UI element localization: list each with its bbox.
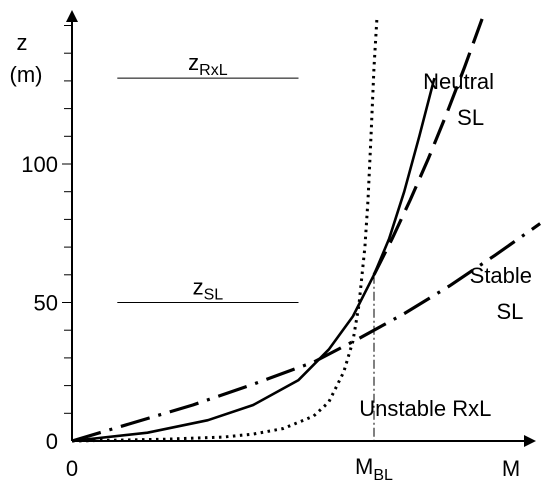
y-ticks bbox=[62, 25, 72, 414]
y-tick-label: 100 bbox=[21, 152, 58, 177]
y-tick-labels: 0 50 100 bbox=[21, 152, 58, 454]
ref-line-label: zRxL bbox=[188, 50, 228, 79]
annotation: Neutral bbox=[423, 69, 494, 94]
y-axis-unit: (m) bbox=[10, 62, 43, 87]
annotation: Unstable RxL bbox=[359, 396, 491, 421]
ref-label-sub: RxL bbox=[199, 62, 228, 79]
series-line-long-dash bbox=[372, 16, 485, 276]
x-marker-main: M bbox=[355, 454, 373, 479]
annotation: SL bbox=[496, 299, 523, 324]
y-tick-label: 0 bbox=[46, 429, 58, 454]
series-line-dotted bbox=[71, 17, 379, 443]
series-lines bbox=[71, 16, 541, 443]
x-marker-label: MBL bbox=[355, 454, 393, 484]
axes bbox=[66, 10, 536, 447]
annotation: SL bbox=[457, 105, 484, 130]
y-axis-label: z bbox=[17, 30, 28, 55]
annotations: Neutral SL Stable SL Unstable RxL bbox=[359, 69, 532, 421]
x-marker: MBL bbox=[355, 274, 393, 484]
ref-label-main: z bbox=[188, 50, 199, 75]
x-marker-sub: BL bbox=[373, 467, 393, 484]
ref-line-label: zSL bbox=[193, 275, 224, 304]
annotation: Stable bbox=[470, 263, 532, 288]
ref-label-main: z bbox=[193, 275, 204, 300]
y-tick-label: 50 bbox=[34, 291, 58, 316]
series-line-dash-dot bbox=[71, 222, 541, 443]
ref-label-sub: SL bbox=[204, 287, 224, 304]
x-origin-label: 0 bbox=[66, 456, 78, 481]
series-line-solid bbox=[71, 77, 436, 443]
x-axis-label: M bbox=[502, 456, 520, 481]
